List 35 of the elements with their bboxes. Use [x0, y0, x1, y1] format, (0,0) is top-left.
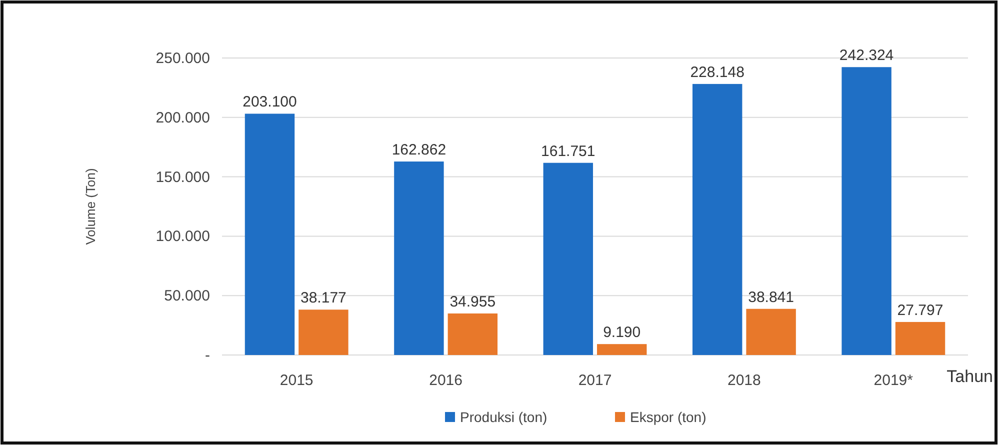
- data-label: 203.100: [242, 94, 297, 111]
- bar: [394, 162, 444, 355]
- y-tick-label: 250.000: [156, 50, 210, 67]
- bar: [298, 310, 348, 355]
- data-label: 161.751: [541, 142, 596, 160]
- y-tick-label: -: [205, 347, 210, 364]
- bar: [842, 67, 892, 355]
- data-label: 162.862: [392, 142, 446, 159]
- data-label: 9.190: [603, 324, 641, 342]
- bar: [746, 308, 796, 355]
- x-tick-label: 2016: [429, 372, 462, 389]
- x-tick-label: 2018: [728, 372, 761, 389]
- x-tick-label: 2015: [280, 372, 314, 389]
- data-label: 38.841: [748, 288, 794, 306]
- data-label: 38.177: [300, 290, 346, 307]
- y-tick-label: 100.000: [156, 228, 210, 246]
- bar: [543, 162, 593, 355]
- legend-label: Produksi (ton): [460, 409, 548, 425]
- y-tick-label: 50.000: [164, 288, 210, 305]
- bar: [597, 344, 647, 355]
- legend-label: Ekspor (ton): [630, 409, 706, 425]
- data-label: 34.955: [450, 293, 496, 310]
- bar: [895, 322, 946, 355]
- bar: [692, 84, 742, 355]
- data-label: 27.797: [897, 302, 944, 319]
- bar: [244, 114, 295, 355]
- x-tick-label: 2017: [578, 372, 612, 389]
- x-axis-title: Tahun: [946, 367, 993, 386]
- y-axis-title: Volume (Ton): [83, 168, 98, 245]
- y-tick-label: 200.000: [156, 109, 210, 126]
- data-label: 242.324: [839, 47, 894, 64]
- data-label: 228.148: [690, 64, 744, 81]
- y-tick-label: 150.000: [156, 168, 210, 186]
- x-tick-label: 2019*: [874, 372, 914, 389]
- bar: [448, 313, 498, 355]
